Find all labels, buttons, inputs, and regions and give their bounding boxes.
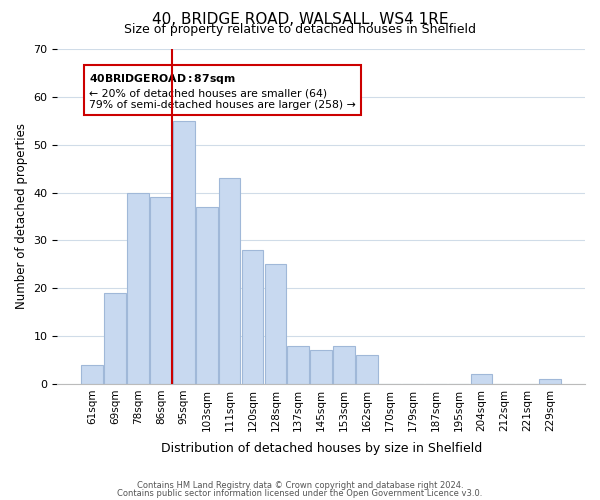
Y-axis label: Number of detached properties: Number of detached properties xyxy=(15,124,28,310)
Text: Size of property relative to detached houses in Shelfield: Size of property relative to detached ho… xyxy=(124,22,476,36)
Bar xyxy=(127,192,149,384)
Bar xyxy=(265,264,286,384)
Text: Contains public sector information licensed under the Open Government Licence v3: Contains public sector information licen… xyxy=(118,488,482,498)
X-axis label: Distribution of detached houses by size in Shelfield: Distribution of detached houses by size … xyxy=(161,442,482,455)
Bar xyxy=(470,374,493,384)
Bar xyxy=(104,293,126,384)
Text: Contains HM Land Registry data © Crown copyright and database right 2024.: Contains HM Land Registry data © Crown c… xyxy=(137,481,463,490)
Bar xyxy=(196,207,218,384)
Bar xyxy=(82,365,103,384)
Text: 40, BRIDGE ROAD, WALSALL, WS4 1RE: 40, BRIDGE ROAD, WALSALL, WS4 1RE xyxy=(152,12,448,28)
Bar xyxy=(356,355,378,384)
Text: $\bf{40 BRIDGE ROAD: 87sqm}$
← 20% of detached houses are smaller (64)
79% of se: $\bf{40 BRIDGE ROAD: 87sqm}$ ← 20% of de… xyxy=(89,72,356,110)
Bar xyxy=(310,350,332,384)
Bar xyxy=(287,346,309,384)
Bar xyxy=(219,178,241,384)
Bar xyxy=(333,346,355,384)
Bar xyxy=(539,379,561,384)
Bar xyxy=(173,121,195,384)
Bar xyxy=(150,198,172,384)
Bar xyxy=(242,250,263,384)
